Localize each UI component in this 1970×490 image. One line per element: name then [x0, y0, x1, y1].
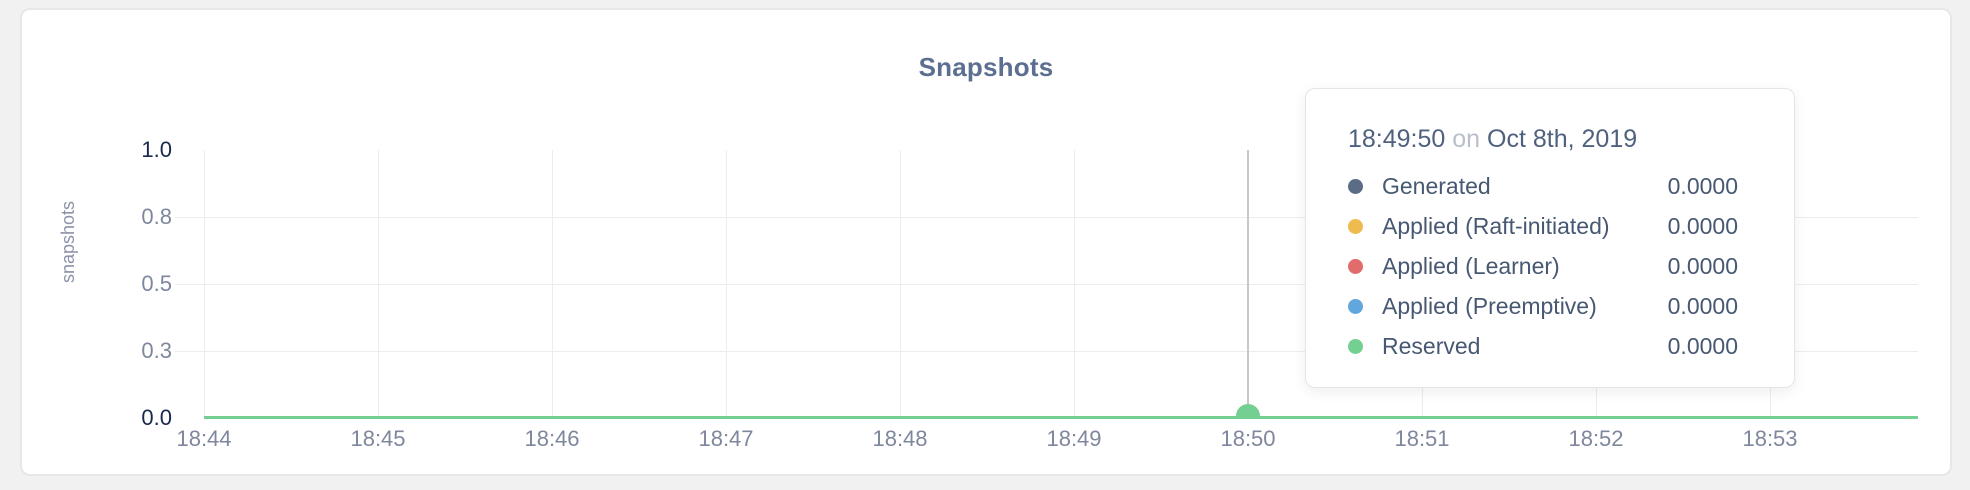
- y-tick-label: 0.8: [141, 204, 172, 229]
- x-gridline: [377, 150, 379, 418]
- x-tick-label: 18:48: [872, 426, 928, 451]
- tooltip-header: 18:49:50 on Oct 8th, 2019: [1348, 125, 1738, 154]
- hover-tooltip: 18:49:50 on Oct 8th, 2019 Generated 0.000…: [1305, 88, 1795, 388]
- tooltip-conjunction: on: [1452, 125, 1481, 153]
- y-tick-label: 0.5: [141, 271, 172, 296]
- x-tick-label: 18:53: [1742, 426, 1798, 451]
- series-label: Applied (Learner): [1382, 252, 1560, 279]
- series-label: Applied (Raft-initiated): [1382, 212, 1610, 239]
- x-tick-label: 18:52: [1568, 426, 1624, 451]
- tooltip-row: Reserved 0.0000: [1348, 326, 1738, 366]
- y-gridline: [175, 283, 1918, 285]
- x-tick-label: 18:44: [176, 426, 232, 451]
- x-gridline: [551, 150, 553, 418]
- series-line-reserved: [204, 416, 1918, 419]
- x-tick-label: 18:51: [1394, 426, 1450, 451]
- series-color-dot: [1348, 258, 1363, 274]
- y-tick-label: 1.0: [141, 137, 172, 162]
- series-label: Generated: [1382, 172, 1491, 199]
- series-label: Applied (Preemptive): [1382, 292, 1597, 319]
- x-tick-label: 18:45: [350, 426, 406, 451]
- tooltip-row: Applied (Learner) 0.0000: [1348, 246, 1738, 286]
- series-value: 0.0000: [1667, 212, 1738, 239]
- series-color-dot: [1348, 218, 1363, 234]
- x-tick-label: 18:50: [1220, 426, 1276, 451]
- series-color-dot: [1348, 178, 1363, 194]
- tooltip-row: Applied (Raft-initiated) 0.0000: [1348, 206, 1738, 246]
- tooltip-row: Generated 0.0000: [1348, 166, 1738, 206]
- hover-point-marker: [1236, 404, 1260, 416]
- series-color-dot: [1348, 338, 1363, 354]
- tooltip-legend-rows: Generated 0.0000 Applied (Raft-initiated) 0…: [1348, 166, 1738, 366]
- tooltip-row: Applied (Preemptive) 0.0000: [1348, 286, 1738, 326]
- chart-title: Snapshots: [918, 52, 1054, 82]
- x-tick-label: 18:49: [1046, 426, 1102, 451]
- x-gridline: [725, 150, 727, 418]
- series-value: 0.0000: [1667, 292, 1738, 319]
- chart-card: Snapshots snapshots 1.0 0.8 0.5 0.3 0.0 18:4…: [20, 8, 1952, 476]
- x-gridline: [899, 150, 901, 418]
- x-tick-label: 18:46: [524, 426, 580, 451]
- y-gridline: [175, 350, 1918, 352]
- x-gridline: [1073, 150, 1075, 418]
- tooltip-time: 18:49:50: [1348, 125, 1446, 153]
- series-value: 0.0000: [1667, 172, 1738, 199]
- y-tick-label: 0.0: [141, 405, 172, 430]
- series-value: 0.0000: [1667, 332, 1738, 359]
- y-gridline: [175, 216, 1918, 218]
- series-label: Reserved: [1382, 332, 1481, 359]
- series-color-dot: [1348, 298, 1363, 314]
- y-tick-label: 0.3: [141, 338, 172, 363]
- x-tick-label: 18:47: [698, 426, 754, 451]
- tooltip-date: Oct 8th, 2019: [1487, 125, 1638, 153]
- hover-guideline: [1247, 150, 1249, 416]
- series-value: 0.0000: [1667, 252, 1738, 279]
- x-gridline: [203, 150, 205, 418]
